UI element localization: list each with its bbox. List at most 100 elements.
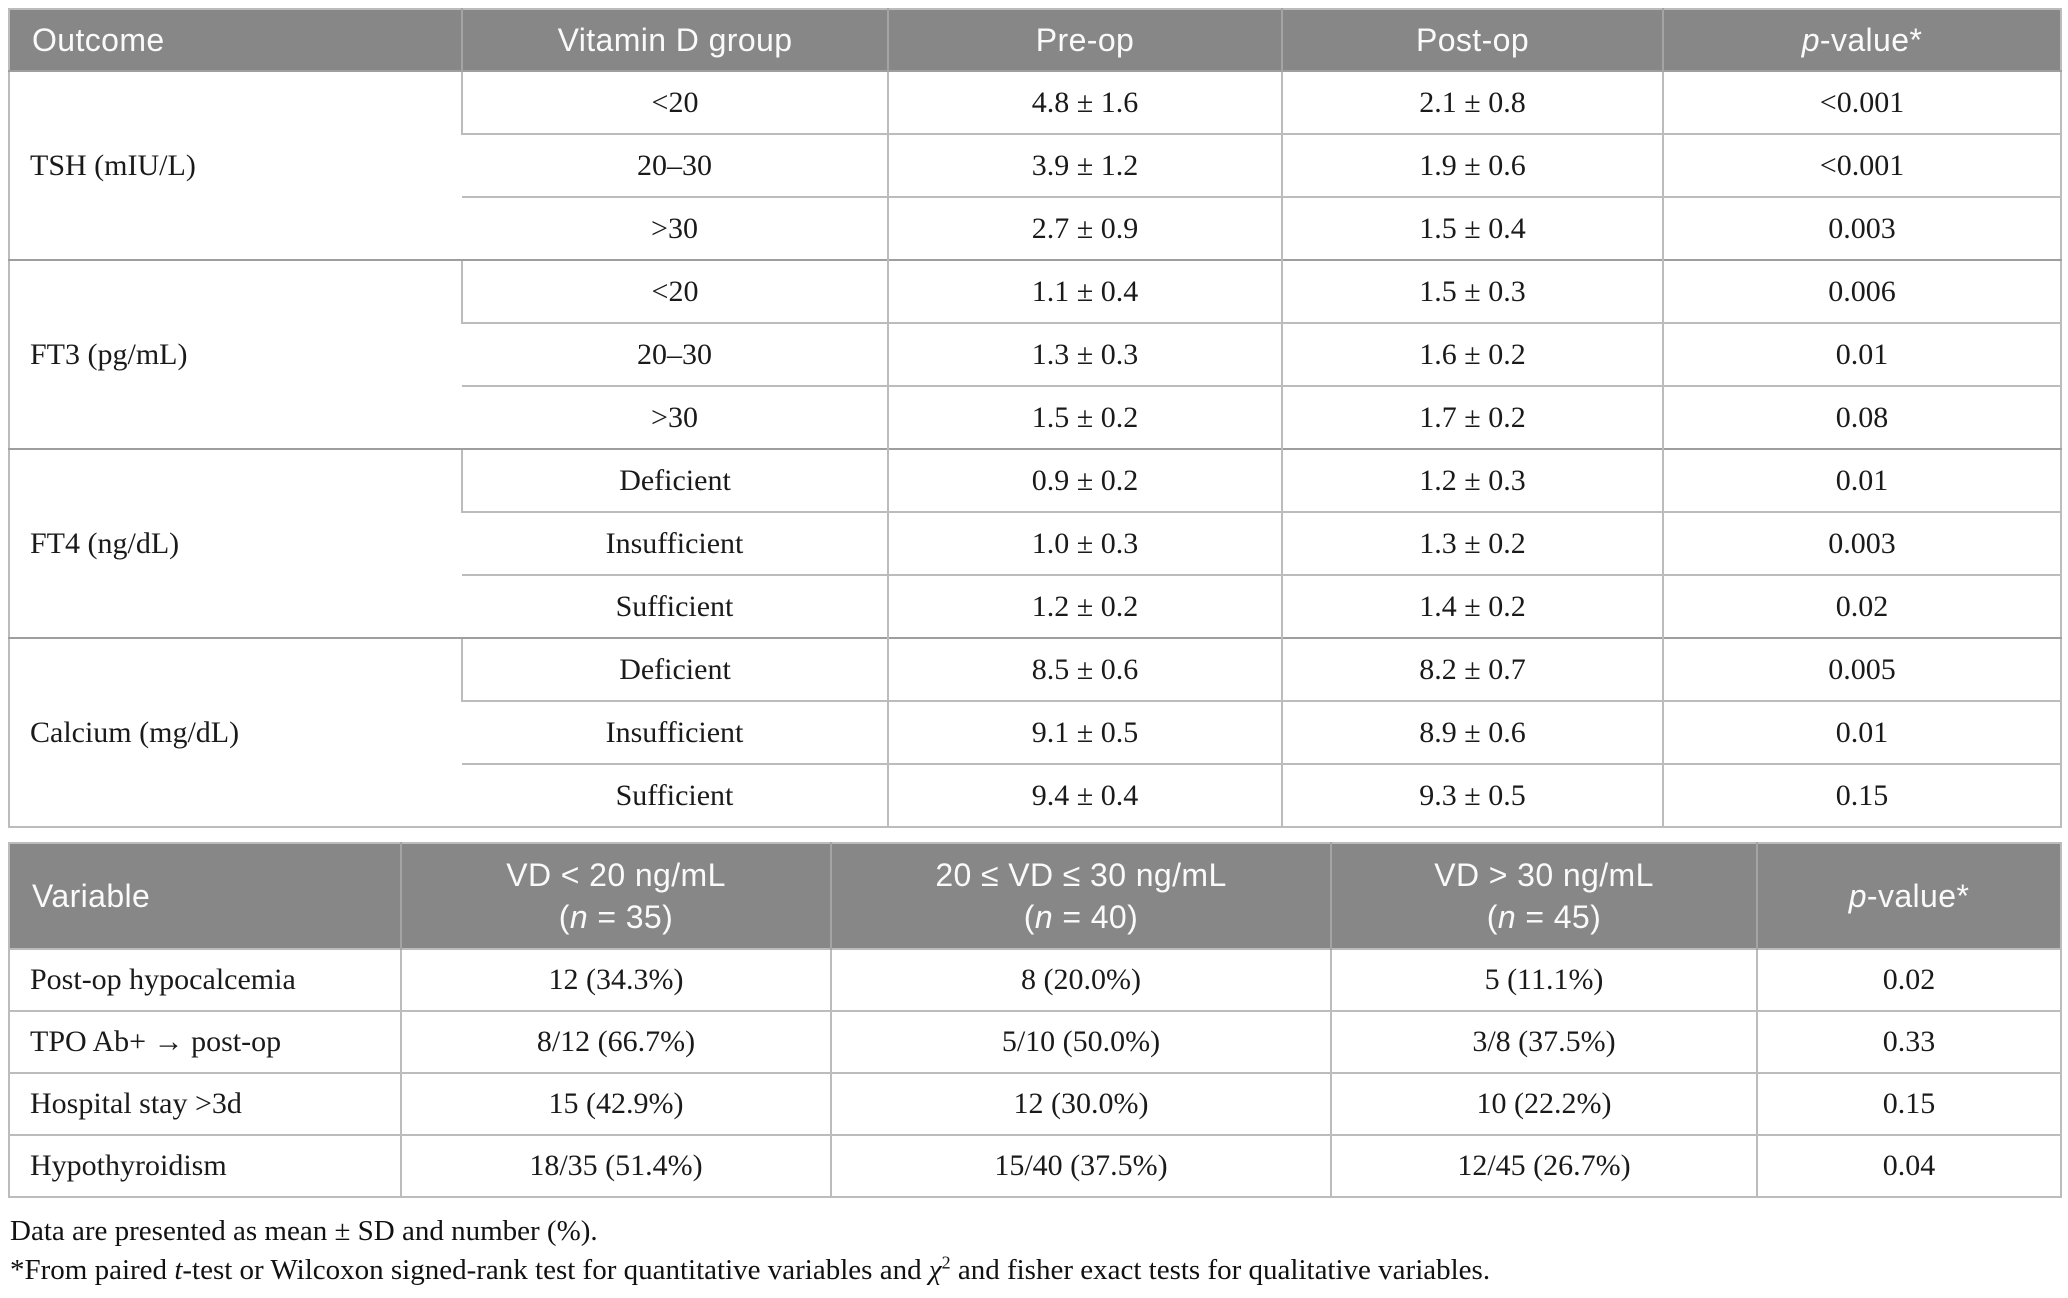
pre-op-cell: 9.4 ± 0.4 — [887, 763, 1282, 827]
p-value-cell: 0.01 — [1662, 448, 2061, 512]
p-value-cell: 0.02 — [1662, 574, 2061, 638]
vd-low-cell: 8/12 (66.7%) — [400, 1010, 831, 1073]
vd-mid-cell: 15/40 (37.5%) — [830, 1134, 1331, 1197]
vd-mid-cell: 8 (20.0%) — [830, 948, 1331, 1011]
vd-low-range: VD < 20 ng/mL — [506, 857, 726, 893]
variable-cell: Post-op hypocalcemia — [9, 948, 401, 1011]
col-header-vd-mid: 20 ≤ VD ≤ 30 ng/mL (n = 40) — [830, 843, 1331, 949]
outcome-cell-tsh: TSH (mIU/L) — [9, 70, 462, 260]
vd-high-cell: 3/8 (37.5%) — [1330, 1010, 1757, 1073]
table-row: Insufficient 9.1 ± 0.5 8.9 ± 0.6 0.01 — [9, 700, 2061, 764]
vd-low-cell: 15 (42.9%) — [400, 1072, 831, 1135]
p-value-cell: <0.001 — [1662, 133, 2061, 197]
variable-cell: Hospital stay >3d — [9, 1072, 401, 1135]
comparison-table: Variable VD < 20 ng/mL (n = 35) 20 ≤ VD … — [8, 842, 2062, 1198]
table2-header-row: Variable VD < 20 ng/mL (n = 35) 20 ≤ VD … — [9, 843, 2061, 949]
vd-low-n: (n = 35) — [558, 899, 674, 935]
outcome-cell-calcium: Calcium (mg/dL) — [9, 637, 462, 827]
pre-op-cell: 0.9 ± 0.2 — [887, 448, 1282, 512]
col-header-vd-low: VD < 20 ng/mL (n = 35) — [400, 843, 831, 949]
p-rest: -value* — [1866, 877, 1970, 914]
p-value-cell: 0.01 — [1662, 700, 2061, 764]
vitamin-d-subgroup-cell: Deficient — [461, 637, 888, 701]
table-row: Hospital stay >3d 15 (42.9%) 12 (30.0%) … — [9, 1072, 2061, 1135]
post-op-cell: 1.4 ± 0.2 — [1281, 574, 1663, 638]
p-value-cell: 0.15 — [1662, 763, 2061, 827]
table-row: 20–30 3.9 ± 1.2 1.9 ± 0.6 <0.001 — [9, 133, 2061, 197]
vitamin-d-subgroup-cell: Insufficient — [462, 700, 888, 764]
vitamin-d-subgroup-cell: <20 — [461, 70, 888, 134]
pre-op-cell: 2.7 ± 0.9 — [887, 196, 1282, 260]
post-op-cell: 9.3 ± 0.5 — [1281, 763, 1663, 827]
p-value-cell: 0.005 — [1662, 637, 2061, 701]
p-value-cell: <0.001 — [1662, 70, 2061, 134]
vd-mid-range: 20 ≤ VD ≤ 30 ng/mL — [935, 857, 1227, 893]
pre-op-cell: 1.5 ± 0.2 — [887, 385, 1282, 449]
vd-mid-cell: 12 (30.0%) — [830, 1072, 1331, 1135]
pre-op-cell: 1.2 ± 0.2 — [887, 574, 1282, 638]
vitamin-d-subgroup-cell: >30 — [462, 385, 888, 449]
post-op-cell: 2.1 ± 0.8 — [1281, 70, 1663, 134]
vd-high-cell: 5 (11.1%) — [1330, 948, 1757, 1011]
table-row: Calcium (mg/dL) Deficient 8.5 ± 0.6 8.2 … — [9, 637, 2061, 827]
col-header-variable: Variable — [9, 843, 401, 949]
p-value-cell: 0.003 — [1662, 196, 2061, 260]
post-op-cell: 1.7 ± 0.2 — [1281, 385, 1663, 449]
p-value-cell: 0.08 — [1662, 385, 2061, 449]
pre-op-cell: 8.5 ± 0.6 — [887, 637, 1282, 701]
post-op-cell: 1.9 ± 0.6 — [1281, 133, 1663, 197]
p-value-cell: 0.01 — [1662, 322, 2061, 386]
p-value-cell: 0.04 — [1756, 1134, 2061, 1197]
table1-header-row: Outcome Vitamin D group Pre-op Post-op p… — [9, 9, 2061, 71]
pre-op-cell: 9.1 ± 0.5 — [887, 700, 1282, 764]
vitamin-d-subgroup-cell: >30 — [462, 196, 888, 260]
post-op-cell: 1.5 ± 0.3 — [1281, 259, 1663, 323]
post-op-cell: 1.3 ± 0.2 — [1281, 511, 1663, 575]
table-row: Post-op hypocalcemia 12 (34.3%) 8 (20.0%… — [9, 948, 2061, 1011]
table-row: TSH (mIU/L) <20 4.8 ± 1.6 2.1 ± 0.8 <0.0… — [9, 70, 2061, 260]
table-row: FT4 (ng/dL) Deficient 0.9 ± 0.2 1.2 ± 0.… — [9, 448, 2061, 638]
outcome-cell-ft3: FT3 (pg/mL) — [9, 259, 462, 449]
table-row: 20–30 1.3 ± 0.3 1.6 ± 0.2 0.01 — [9, 322, 2061, 386]
vd-mid-n: (n = 40) — [1023, 899, 1139, 935]
vd-low-cell: 12 (34.3%) — [400, 948, 831, 1011]
p-italic: p — [1848, 877, 1867, 914]
table-row: TPO Ab+ → post-op 8/12 (66.7%) 5/10 (50.… — [9, 1010, 2061, 1073]
vitamin-d-subgroup-cell: <20 — [461, 259, 888, 323]
vd-high-cell: 10 (22.2%) — [1330, 1072, 1757, 1135]
post-op-cell: 1.6 ± 0.2 — [1281, 322, 1663, 386]
col-header-pre-op: Pre-op — [887, 9, 1282, 71]
pre-op-cell: 1.1 ± 0.4 — [887, 259, 1282, 323]
footnotes: Data are presented as mean ± SD and numb… — [8, 1212, 2060, 1290]
p-value-cell: 0.006 — [1662, 259, 2061, 323]
vd-high-n: (n = 45) — [1486, 899, 1602, 935]
table-row: Sufficient 1.2 ± 0.2 1.4 ± 0.2 0.02 — [9, 574, 2061, 638]
vd-low-cell: 18/35 (51.4%) — [400, 1134, 831, 1197]
col-header-post-op: Post-op — [1281, 9, 1663, 71]
vitamin-d-subgroup-cell: 20–30 — [462, 133, 888, 197]
vitamin-d-subgroup-cell: Insufficient — [462, 511, 888, 575]
vd-high-cell: 12/45 (26.7%) — [1330, 1134, 1757, 1197]
table-row: >30 1.5 ± 0.2 1.7 ± 0.2 0.08 — [9, 385, 2061, 449]
p-italic: p — [1801, 21, 1820, 58]
pre-op-cell: 4.8 ± 1.6 — [887, 70, 1282, 134]
vd-high-range: VD > 30 ng/mL — [1434, 857, 1654, 893]
col-header-vitamin-d-group: Vitamin D group — [461, 9, 888, 71]
p-rest: -value* — [1819, 21, 1923, 58]
vitamin-d-subgroup-cell: Sufficient — [462, 763, 888, 827]
post-op-cell: 1.2 ± 0.3 — [1281, 448, 1663, 512]
table-row: Insufficient 1.0 ± 0.3 1.3 ± 0.2 0.003 — [9, 511, 2061, 575]
vitamin-d-subgroup-cell: Sufficient — [462, 574, 888, 638]
vd-mid-cell: 5/10 (50.0%) — [830, 1010, 1331, 1073]
p-value-cell: 0.33 — [1756, 1010, 2061, 1073]
p-value-cell: 0.003 — [1662, 511, 2061, 575]
post-op-cell: 1.5 ± 0.4 — [1281, 196, 1663, 260]
pre-op-cell: 3.9 ± 1.2 — [887, 133, 1282, 197]
outcome-cell-ft4: FT4 (ng/dL) — [9, 448, 462, 638]
pre-op-cell: 1.0 ± 0.3 — [887, 511, 1282, 575]
p-value-cell: 0.15 — [1756, 1072, 2061, 1135]
table-row: >30 2.7 ± 0.9 1.5 ± 0.4 0.003 — [9, 196, 2061, 260]
table-row: FT3 (pg/mL) <20 1.1 ± 0.4 1.5 ± 0.3 0.00… — [9, 259, 2061, 449]
p-value-cell: 0.02 — [1756, 948, 2061, 1011]
